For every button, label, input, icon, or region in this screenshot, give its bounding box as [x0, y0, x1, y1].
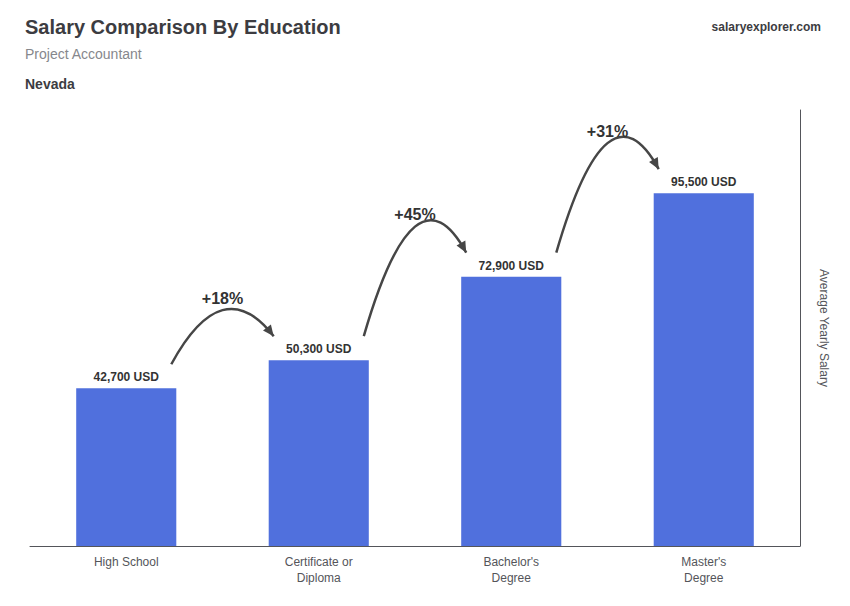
svg-text:Degree: Degree: [492, 571, 532, 585]
svg-text:95,500 USD: 95,500 USD: [671, 175, 737, 189]
svg-text:72,900 USD: 72,900 USD: [479, 259, 545, 273]
svg-text:Average Yearly Salary: Average Yearly Salary: [817, 269, 831, 387]
svg-text:Bachelor's: Bachelor's: [483, 555, 539, 569]
svg-text:Degree: Degree: [684, 571, 724, 585]
svg-text:42,700 USD: 42,700 USD: [94, 370, 160, 384]
svg-text:salaryexplorer.com: salaryexplorer.com: [712, 20, 821, 34]
svg-text:Salary Comparison By Education: Salary Comparison By Education: [25, 16, 341, 38]
svg-text:Diploma: Diploma: [297, 571, 341, 585]
svg-text:+31%: +31%: [587, 123, 628, 140]
svg-text:Certificate or: Certificate or: [285, 555, 353, 569]
svg-text:Nevada: Nevada: [25, 76, 75, 92]
svg-text:Project Accountant: Project Accountant: [25, 46, 142, 62]
svg-text:+18%: +18%: [202, 290, 243, 307]
svg-text:50,300 USD: 50,300 USD: [286, 342, 352, 356]
svg-text:High School: High School: [94, 555, 159, 569]
svg-text:Master's: Master's: [681, 555, 726, 569]
svg-text:+45%: +45%: [394, 206, 435, 223]
